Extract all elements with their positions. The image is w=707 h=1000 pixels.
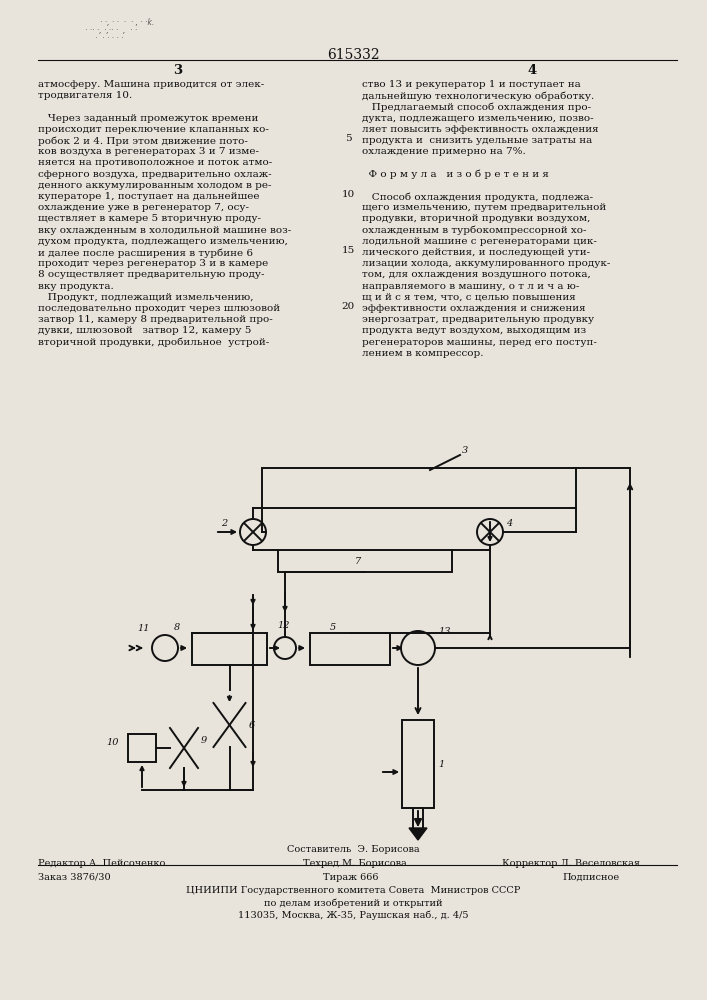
Text: 9: 9 [201,736,207,745]
Text: по делам изобретений и открытий: по делам изобретений и открытий [264,898,443,908]
Text: ков воздуха в регенераторах 3 и 7 изме-: ков воздуха в регенераторах 3 и 7 изме- [38,147,259,156]
Text: 10: 10 [106,738,119,747]
Text: робок 2 и 4. При этом движение пото-: робок 2 и 4. При этом движение пото- [38,136,248,145]
Text: Техред М. Борисова: Техред М. Борисова [303,859,407,868]
Text: вку продукта.: вку продукта. [38,282,114,291]
Text: атмосферу. Машина приводится от элек-: атмосферу. Машина приводится от элек- [38,80,264,89]
Text: Способ охлаждения продукта, подлежа-: Способ охлаждения продукта, подлежа- [362,192,593,202]
Text: 8 осуществляет предварительную проду-: 8 осуществляет предварительную проду- [38,270,264,279]
Text: 6: 6 [248,721,255,730]
Text: 11: 11 [137,624,149,633]
Text: 3: 3 [173,64,182,77]
Text: Ф о р м у л а   и з о б р е т е н и я: Ф о р м у л а и з о б р е т е н и я [362,170,549,179]
Text: вторичной продувки, дробильное  устрой-: вторичной продувки, дробильное устрой- [38,338,269,347]
Text: Через заданный промежуток времени: Через заданный промежуток времени [38,114,258,123]
Text: энергозатрат, предварительную продувку: энергозатрат, предварительную продувку [362,315,594,324]
Bar [262,468,576,508]
Text: охлажденным в турбокомпрессорной хо-: охлажденным в турбокомпрессорной хо- [362,226,587,235]
Text: охлаждение уже в регенератор 7, осу-: охлаждение уже в регенератор 7, осу- [38,203,249,212]
Bar [278,550,452,572]
Text: Корректор Л. Веселовская: Корректор Л. Веселовская [502,859,640,868]
Text: дукта, подлежащего измельчению, позво-: дукта, подлежащего измельчению, позво- [362,114,594,123]
Text: дальнейшую технологическую обработку.: дальнейшую технологическую обработку. [362,91,595,101]
Text: 15: 15 [341,246,355,255]
Text: регенераторов машины, перед его поступ-: регенераторов машины, перед его поступ- [362,338,597,347]
Text: 615332: 615332 [327,48,380,62]
Text: дувки, шлюзовой   затвор 12, камеру 5: дувки, шлюзовой затвор 12, камеру 5 [38,326,252,335]
Text: 13: 13 [438,627,450,636]
Bar [128,734,156,762]
Text: и далее после расширения в турбине 6: и далее после расширения в турбине 6 [38,248,253,257]
Text: Составитель  Э. Борисова: Составитель Э. Борисова [286,845,419,854]
Text: 12: 12 [277,621,289,630]
Text: 8: 8 [174,623,180,632]
Text: денного аккумулированным холодом в ре-: денного аккумулированным холодом в ре- [38,181,271,190]
Text: лением в компрессор.: лением в компрессор. [362,349,484,358]
Text: 113035, Москва, Ж-35, Раушская наб., д. 4/5: 113035, Москва, Ж-35, Раушская наб., д. … [238,910,468,920]
Text: Заказ 3876/30: Заказ 3876/30 [38,873,110,882]
Text: тродвигателя 10.: тродвигателя 10. [38,91,132,100]
Text: продукта ведут воздухом, выходящим из: продукта ведут воздухом, выходящим из [362,326,586,335]
Text: лодильной машине с регенераторами цик-: лодильной машине с регенераторами цик- [362,237,597,246]
Text: 2: 2 [221,519,227,528]
Text: сферного воздуха, предварительно охлаж-: сферного воздуха, предварительно охлаж- [38,170,271,179]
Text: 3: 3 [462,446,468,455]
Text: ществляет в камере 5 вторичную проду-: ществляет в камере 5 вторичную проду- [38,214,261,223]
Text: ЦНИИПИ Государственного комитета Совета  Министров СССР: ЦНИИПИ Государственного комитета Совета … [186,886,520,895]
Text: лизации холода, аккумулированного продук-: лизации холода, аккумулированного продук… [362,259,610,268]
Text: духом продукта, подлежащего измельчению,: духом продукта, подлежащего измельчению, [38,237,288,246]
Text: 5: 5 [345,134,351,143]
Text: 4: 4 [506,519,513,528]
Text: последовательно проходит через шлюзовой: последовательно проходит через шлюзовой [38,304,280,313]
Text: вку охлажденным в холодильной машине воз-: вку охлажденным в холодильной машине воз… [38,226,291,235]
Bar [402,720,434,808]
Text: щего измельчению, путем предварительной: щего измельчению, путем предварительной [362,203,606,212]
Text: 10: 10 [341,190,355,199]
Text: затвор 11, камеру 8 предварительной про-: затвор 11, камеру 8 предварительной про- [38,315,273,324]
Bar [310,633,390,665]
Text: лического действия, и последующей ути-: лического действия, и последующей ути- [362,248,590,257]
Text: проходит через регенератор 3 и в камере: проходит через регенератор 3 и в камере [38,259,268,268]
Text: 7: 7 [355,557,361,566]
Polygon shape [409,828,427,840]
Text: продукта и  снизить удельные затраты на: продукта и снизить удельные затраты на [362,136,592,145]
Text: продувки, вторичной продувки воздухом,: продувки, вторичной продувки воздухом, [362,214,590,223]
Text: 4: 4 [527,64,537,77]
Text: происходит переключение клапанных ко-: происходит переключение клапанных ко- [38,125,269,134]
Text: Подписное: Подписное [562,873,619,882]
Text: · ·· ·, ·,·· ·  ,  · ·: · ·· ·, ·,·· · , · · [85,26,137,35]
Text: ство 13 и рекуператор 1 и поступает на: ство 13 и рекуператор 1 и поступает на [362,80,580,89]
Text: 20: 20 [341,302,355,311]
Text: Тираж 666: Тираж 666 [323,873,378,882]
Text: няется на противоположное и поток атмо-: няется на противоположное и поток атмо- [38,158,272,167]
Bar [192,633,267,665]
Text: охлаждение примерно на 7%.: охлаждение примерно на 7%. [362,147,526,156]
Text: щ и й с я тем, что, с целью повышения: щ и й с я тем, что, с целью повышения [362,293,575,302]
Text: куператоре 1, поступает на дальнейшее: куператоре 1, поступает на дальнейшее [38,192,259,201]
Text: Предлагаемый способ охлаждения про-: Предлагаемый способ охлаждения про- [362,102,591,112]
Text: 5: 5 [330,623,337,632]
Text: том, для охлаждения воздушного потока,: том, для охлаждения воздушного потока, [362,270,591,279]
Text: ляет повысить эффективность охлаждения: ляет повысить эффективность охлаждения [362,125,599,134]
Text: · ·, · ·  ·  · , · ·k.: · ·, · · · · , · ·k. [100,18,154,27]
Text: эффективности охлаждения и снижения: эффективности охлаждения и снижения [362,304,585,313]
Text: Продукт, подлежащий измельчению,: Продукт, подлежащий измельчению, [38,293,254,302]
Text: направляемого в машину, о т л и ч а ю-: направляемого в машину, о т л и ч а ю- [362,282,579,291]
Text: 1: 1 [438,760,444,769]
Text: Редактор А. Пейсоченко: Редактор А. Пейсоченко [38,859,165,868]
Text: ·  · · · · ·: · · · · · · [95,34,124,43]
